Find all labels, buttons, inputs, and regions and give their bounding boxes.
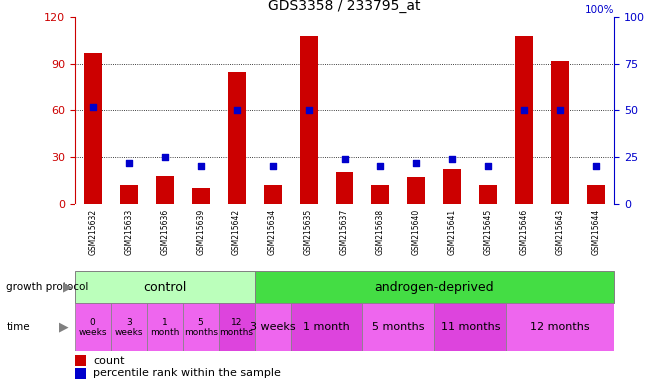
Bar (183, 303, 218, 351)
Text: 3
weeks: 3 weeks (114, 318, 143, 337)
Text: ▶: ▶ (64, 280, 73, 293)
Point (88, 104, 98, 110)
Bar (264, 185, 281, 204)
Title: GDS3358 / 233795_at: GDS3358 / 233795_at (268, 0, 421, 13)
Text: 5 months: 5 months (372, 322, 424, 333)
Point (339, 156, 350, 162)
Bar (255, 303, 291, 351)
Bar (291, 303, 363, 351)
Bar (75, 303, 110, 351)
Text: 12 months: 12 months (530, 322, 590, 333)
Point (411, 159, 422, 166)
Bar (443, 169, 461, 204)
Text: 0
weeks: 0 weeks (79, 318, 107, 337)
Text: GSM215633: GSM215633 (124, 209, 133, 255)
Text: GSM215642: GSM215642 (232, 209, 241, 255)
Text: 3 weeks: 3 weeks (250, 322, 295, 333)
Text: androgen-deprived: androgen-deprived (374, 281, 494, 293)
Point (231, 108, 242, 114)
Bar (515, 36, 534, 204)
Text: 11 months: 11 months (441, 322, 500, 333)
Bar (227, 71, 246, 204)
Text: GSM215644: GSM215644 (592, 209, 601, 255)
Text: GSM215638: GSM215638 (376, 209, 385, 255)
Bar (300, 36, 318, 204)
Text: ▶: ▶ (59, 321, 68, 334)
Text: growth protocol: growth protocol (6, 282, 89, 292)
Point (267, 163, 278, 169)
Text: percentile rank within the sample: percentile rank within the sample (93, 368, 281, 378)
Point (591, 163, 601, 169)
Point (519, 108, 530, 114)
Point (375, 163, 385, 169)
Text: GSM215635: GSM215635 (304, 209, 313, 255)
Point (447, 156, 458, 162)
Point (304, 108, 314, 114)
Bar (363, 303, 434, 351)
Bar (156, 175, 174, 204)
Bar (480, 185, 497, 204)
Text: 100%: 100% (585, 5, 614, 15)
Text: time: time (6, 322, 30, 332)
Bar (120, 185, 138, 204)
Text: GSM215646: GSM215646 (520, 209, 529, 255)
Text: 12
months: 12 months (220, 318, 254, 337)
Bar (147, 303, 183, 351)
Text: GSM215636: GSM215636 (160, 209, 169, 255)
Text: GSM215639: GSM215639 (196, 209, 205, 255)
Bar (111, 303, 147, 351)
Text: GSM215641: GSM215641 (448, 209, 457, 255)
Bar (408, 177, 426, 204)
Point (196, 163, 206, 169)
Text: GSM215645: GSM215645 (484, 209, 493, 255)
Bar (372, 185, 389, 204)
Text: GSM215634: GSM215634 (268, 209, 277, 255)
Bar (588, 185, 605, 204)
Text: GSM215637: GSM215637 (340, 209, 349, 255)
Text: 5
months: 5 months (184, 318, 218, 337)
Point (555, 108, 566, 114)
Bar (335, 172, 354, 204)
Bar (255, 271, 614, 303)
Text: 1
month: 1 month (150, 318, 179, 337)
Text: GSM215640: GSM215640 (412, 209, 421, 255)
Text: GSM215632: GSM215632 (88, 209, 98, 255)
Point (159, 154, 170, 160)
Bar (434, 303, 506, 351)
Point (124, 159, 134, 166)
Bar (84, 53, 101, 204)
Bar (506, 303, 614, 351)
Text: GSM215643: GSM215643 (556, 209, 565, 255)
Text: 1 month: 1 month (303, 322, 350, 333)
Bar (551, 61, 569, 204)
Bar (218, 303, 255, 351)
Bar (192, 188, 209, 204)
Text: control: control (143, 281, 187, 293)
Point (483, 163, 493, 169)
Bar (75, 271, 255, 303)
Text: count: count (93, 356, 124, 366)
